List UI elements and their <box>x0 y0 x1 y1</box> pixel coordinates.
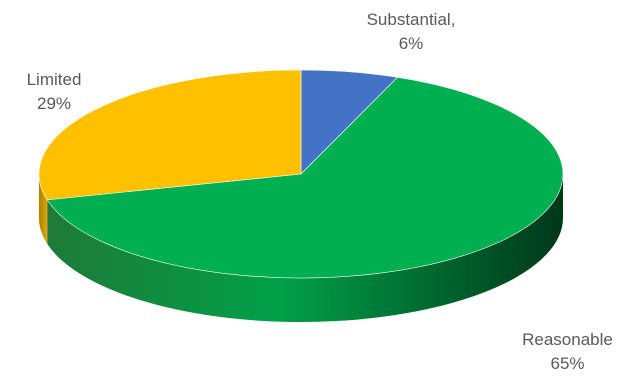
slice-label-reasonable-value: 65% <box>550 354 585 373</box>
slice-label-limited: Limited 29% <box>14 68 94 116</box>
slice-label-substantial: Substantial, 6% <box>350 8 472 56</box>
pie-sides <box>39 174 564 323</box>
slice-label-substantial-value: 6% <box>398 34 424 53</box>
pie-slice-reasonable <box>46 76 564 279</box>
slice-label-reasonable-name: Reasonable <box>522 330 613 349</box>
pie-tops <box>38 69 564 279</box>
slice-label-reasonable: Reasonable 65% <box>505 328 630 376</box>
pie-slice-limited <box>38 69 302 201</box>
slice-label-substantial-name: Substantial, <box>366 10 456 29</box>
slice-label-limited-value: 29% <box>36 94 72 113</box>
slice-label-limited-name: Limited <box>26 70 82 89</box>
pie-side-limited <box>39 174 48 244</box>
pie-side-reasonable <box>47 174 564 323</box>
